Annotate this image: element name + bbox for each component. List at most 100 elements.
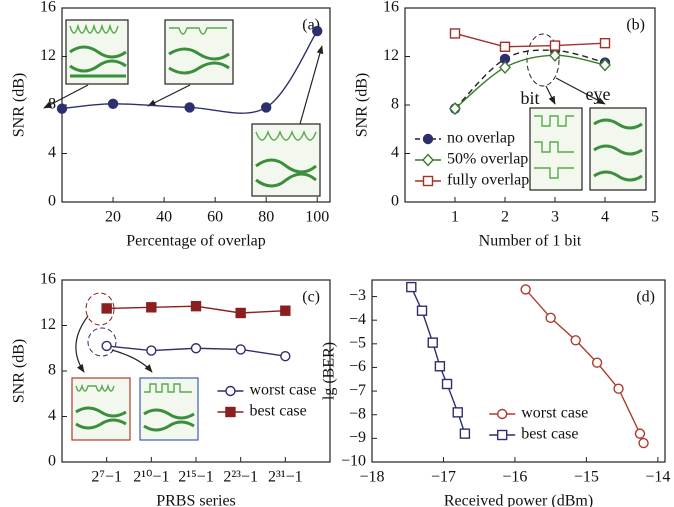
y-tick-label: 16	[40, 0, 56, 16]
panel-label: (c)	[302, 289, 320, 306]
marker	[453, 408, 462, 417]
x-tick-label: 2⁷−1	[91, 469, 122, 486]
y-axis-label: SNR (dB)	[11, 73, 28, 137]
x-axis-label: Number of 1 bit	[479, 233, 582, 250]
legend-label: fully overlap	[447, 172, 529, 189]
figure: 048121620406080100(a)Percentage of overl…	[0, 0, 674, 507]
marker	[551, 41, 560, 50]
legend-label: no overlap	[447, 130, 515, 147]
y-tick-label: 4	[48, 144, 56, 161]
x-tick-label: 40	[156, 209, 172, 226]
y-tick-label: 12	[40, 316, 56, 333]
x-tick-label: 2	[501, 209, 509, 226]
marker	[571, 336, 580, 345]
x-tick-label: −14	[645, 469, 670, 486]
marker	[147, 346, 156, 355]
marker	[424, 135, 433, 144]
marker	[500, 62, 510, 73]
x-tick-label: 100	[305, 209, 329, 226]
legend-label: worst case	[521, 405, 588, 422]
panel-label: (b)	[626, 17, 645, 34]
x-tick-label: 4	[601, 209, 609, 226]
y-tick-label: 4	[391, 144, 399, 161]
plot-frame	[372, 280, 665, 462]
marker	[498, 410, 507, 419]
marker	[226, 387, 235, 396]
y-tick-label: −5	[349, 334, 366, 351]
marker	[635, 429, 644, 438]
marker	[501, 42, 510, 51]
marker	[147, 303, 156, 312]
x-tick-label: 2³¹−1	[268, 469, 303, 486]
marker	[226, 408, 235, 417]
y-tick-label: 0	[48, 453, 56, 470]
y-tick-label: −6	[349, 358, 366, 375]
marker	[313, 27, 322, 36]
y-tick-label: −7	[349, 382, 366, 399]
marker	[58, 104, 67, 113]
marker	[236, 345, 245, 354]
legend-label: 50% overlap	[447, 151, 528, 168]
y-axis-label: SNR (dB)	[354, 73, 371, 137]
x-tick-label: −15	[574, 469, 599, 486]
x-tick-label: 5	[651, 209, 659, 226]
marker	[451, 29, 460, 38]
y-tick-label: −4	[349, 311, 366, 328]
marker	[236, 308, 245, 317]
x-tick-label: 60	[207, 209, 223, 226]
annotation: eye	[586, 84, 611, 104]
x-tick-label: 1	[451, 209, 459, 226]
y-tick-label: −3	[349, 287, 366, 304]
y-tick-label: 4	[48, 407, 56, 424]
marker	[262, 103, 271, 112]
legend-label: best case	[249, 403, 306, 420]
annotation: bit	[520, 88, 539, 108]
marker	[593, 358, 602, 367]
x-tick-label: 2¹⁵−1	[178, 469, 213, 486]
marker	[407, 283, 416, 292]
x-tick-label: 80	[258, 209, 274, 226]
panel-label: (d)	[636, 289, 655, 306]
y-tick-label: −8	[349, 405, 366, 422]
y-tick-label: 16	[383, 0, 399, 16]
marker	[498, 431, 507, 440]
marker	[435, 362, 444, 371]
marker	[601, 39, 610, 48]
y-tick-label: 8	[391, 96, 399, 113]
insets	[44, 20, 646, 440]
y-axis-label: SNR (dB)	[11, 339, 28, 403]
x-tick-label: −17	[431, 469, 456, 486]
marker	[192, 344, 201, 353]
marker	[281, 352, 290, 361]
x-tick-label: 2²³−1	[223, 469, 258, 486]
x-tick-label: 20	[105, 209, 121, 226]
y-tick-label: −10	[341, 453, 366, 470]
marker	[546, 313, 555, 322]
marker	[102, 304, 111, 313]
marker	[521, 285, 530, 294]
y-tick-label: −9	[349, 429, 366, 446]
marker	[614, 384, 623, 393]
marker	[109, 99, 118, 108]
x-axis-label: PRBS series	[156, 493, 236, 507]
x-axis-label: Received power (dBm)	[444, 493, 593, 507]
page: 048121620406080100(a)Percentage of overl…	[0, 0, 674, 507]
y-tick-label: 0	[48, 193, 56, 210]
legend-label: best case	[521, 426, 578, 443]
legend-label: worst case	[249, 382, 316, 399]
y-tick-label: 12	[383, 47, 399, 64]
marker	[443, 380, 452, 389]
marker	[102, 341, 111, 350]
x-tick-label: 2¹⁰−1	[133, 469, 169, 486]
marker	[185, 103, 194, 112]
marker	[281, 306, 290, 315]
y-tick-label: 8	[48, 96, 56, 113]
marker	[423, 155, 433, 166]
y-tick-label: 16	[40, 271, 56, 288]
marker	[424, 177, 433, 186]
x-axis-label: Percentage of overlap	[126, 233, 265, 250]
x-tick-label: 3	[551, 209, 559, 226]
y-axis-label: lg (BER)	[321, 342, 338, 400]
marker	[418, 306, 427, 315]
y-tick-label: 0	[391, 193, 399, 210]
